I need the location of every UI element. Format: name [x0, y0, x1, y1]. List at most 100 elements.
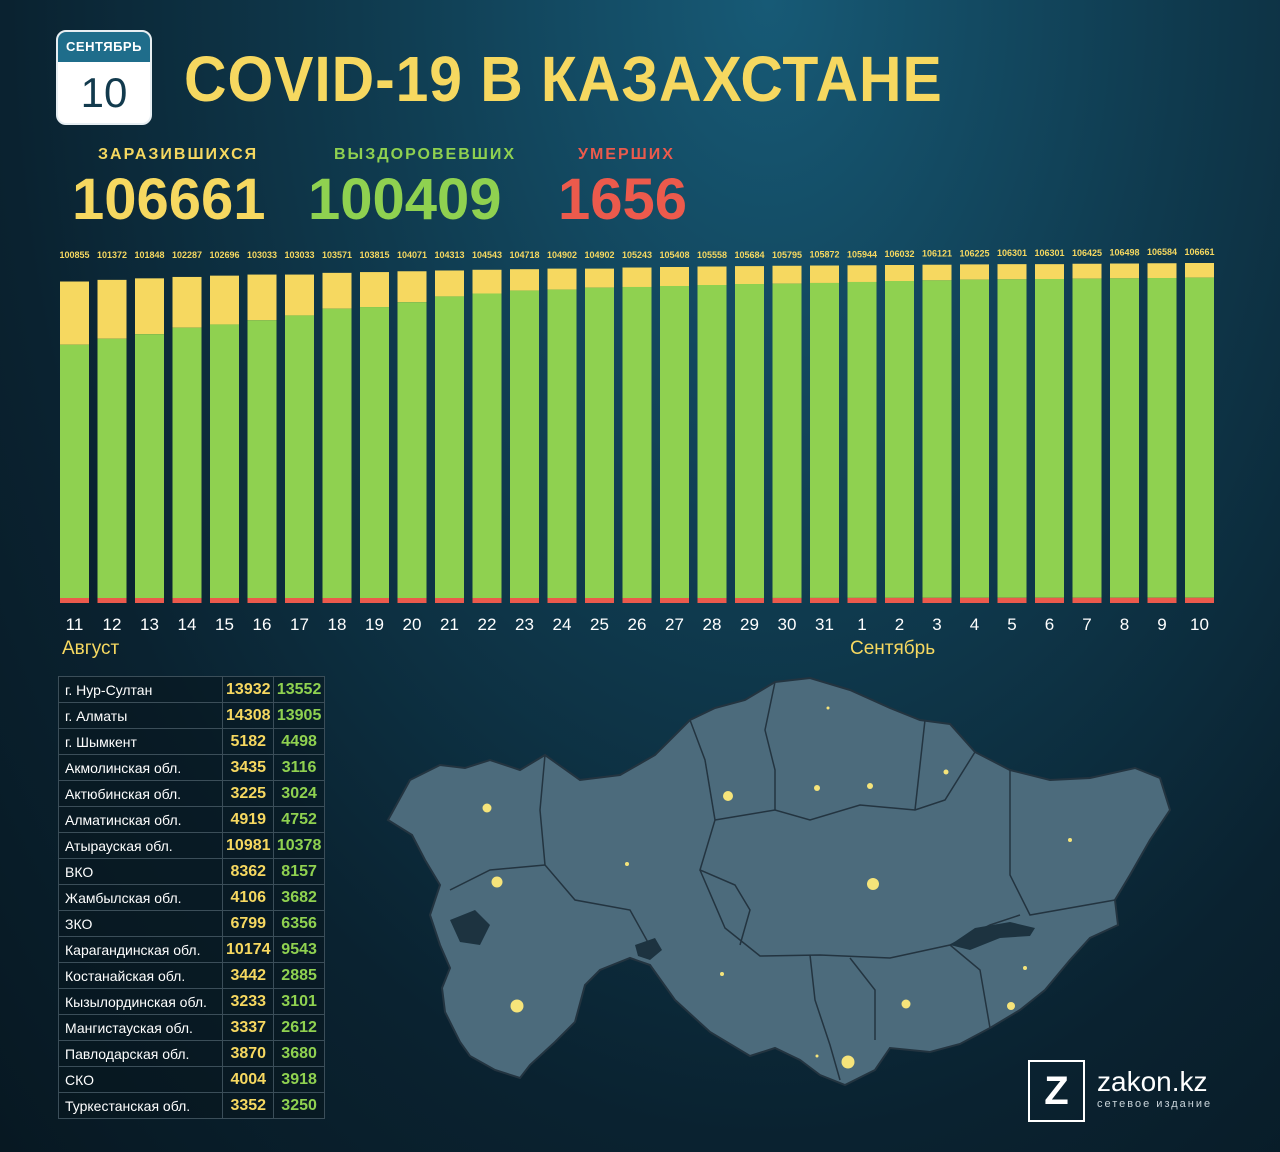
region-infected: 13932 [222, 676, 275, 703]
x-tick-label: 18 [328, 615, 347, 634]
bar-active [1110, 263, 1139, 279]
city-dot [1023, 966, 1027, 970]
region-name: Павлодарская обл. [57, 1040, 224, 1067]
bar-chart: 1008551110137212101848131022871410269615… [59, 247, 1214, 634]
region-recovered: 3918 [273, 1066, 325, 1093]
x-tick-label: 1 [857, 615, 866, 634]
bar-active [997, 264, 1027, 280]
bar-active [397, 271, 427, 303]
bar-deaths [510, 598, 539, 603]
x-tick-label: 5 [1007, 615, 1016, 634]
bar-active [172, 276, 202, 328]
bar-deaths [60, 598, 89, 603]
city-dot [482, 803, 492, 813]
city-dot [867, 783, 873, 789]
bar-data-label: 106425 [1072, 248, 1102, 258]
region-name: ВКО [57, 858, 224, 885]
bar-data-label: 106301 [997, 248, 1027, 258]
table-row: Алматинская обл. 4919 4752 [57, 806, 325, 833]
bar-data-label: 104543 [472, 250, 502, 260]
city-dot [826, 706, 830, 710]
bar-data-label: 101372 [97, 250, 127, 260]
bar-data-label: 106498 [1109, 248, 1139, 258]
bar-recovered [660, 285, 689, 598]
region-recovered: 13905 [273, 702, 325, 729]
bar-data-label: 104902 [547, 250, 577, 260]
bar-active [360, 272, 389, 308]
bar-data-label: 103571 [322, 250, 352, 260]
x-tick-label: 13 [140, 615, 159, 634]
bar-recovered [60, 344, 89, 598]
bar-deaths [1035, 597, 1064, 603]
bar-recovered [1110, 278, 1139, 598]
table-row: Костанайская обл. 3442 2885 [57, 962, 325, 989]
x-tick-label: 3 [932, 615, 941, 634]
bar-recovered [697, 285, 727, 598]
bar-data-label: 105872 [809, 250, 839, 260]
region-name: Алматинская обл. [57, 806, 224, 833]
bar-data-label: 103033 [247, 250, 277, 260]
bar-active [1147, 263, 1177, 279]
x-tick-label: 15 [215, 615, 234, 634]
bar-deaths [1110, 597, 1139, 603]
region-infected: 3337 [222, 1014, 275, 1041]
bar-active [810, 265, 839, 283]
bar-recovered [772, 283, 802, 598]
x-tick-label: 29 [740, 615, 759, 634]
bar-deaths [210, 598, 239, 603]
bar-recovered [922, 280, 952, 598]
region-infected: 3870 [222, 1040, 275, 1067]
kazakhstan-map [386, 676, 1172, 1087]
bar-active [435, 270, 464, 297]
x-tick-label: 8 [1120, 615, 1129, 634]
bar-recovered [397, 302, 427, 598]
bar-recovered [847, 281, 877, 598]
region-recovered: 3682 [273, 884, 325, 911]
region-name: Карагандинская обл. [57, 936, 224, 963]
bar-data-label: 105944 [847, 249, 877, 259]
bar-deaths [97, 598, 127, 603]
logo-mark: Z [1028, 1060, 1085, 1122]
region-infected: 3225 [222, 780, 275, 807]
bar-deaths [1185, 597, 1214, 603]
bar-recovered [1072, 278, 1102, 598]
x-tick-label: 17 [290, 615, 309, 634]
bar-recovered [1147, 278, 1177, 598]
bar-active [210, 275, 239, 325]
bar-recovered [885, 281, 914, 598]
x-tick-label: 22 [478, 615, 497, 634]
border-line-6 [914, 719, 926, 811]
logo-subtitle: сетевое издание [1097, 1098, 1213, 1110]
lake-balkhash [950, 922, 1035, 950]
deaths-value: 1656 [558, 167, 688, 232]
region-infected: 6799 [222, 910, 275, 937]
x-tick-label: 7 [1082, 615, 1091, 634]
caspian-coast [450, 910, 490, 945]
border-line-11 [949, 944, 991, 1029]
x-tick-label: 24 [553, 615, 572, 634]
bar-active [1185, 263, 1214, 278]
region-name: Жамбылская обл. [57, 884, 224, 911]
bar-recovered [1035, 278, 1064, 598]
table-row: СКО 4004 3918 [57, 1066, 325, 1093]
aral-sea [635, 938, 662, 960]
bar-data-label: 104902 [584, 250, 614, 260]
bar-deaths [960, 597, 989, 603]
bar-active [322, 272, 352, 309]
x-tick-label: 27 [665, 615, 684, 634]
border-line-2 [449, 864, 546, 891]
region-recovered: 8157 [273, 858, 325, 885]
city-dot [1068, 838, 1072, 842]
recovered-label: ВЫЗДОРОВЕВШИХ [334, 146, 517, 163]
bar-active [1072, 263, 1102, 279]
city-dot [625, 862, 629, 866]
table-row: Карагандинская обл. 10174 9543 [57, 936, 325, 963]
bar-data-label: 103815 [359, 250, 389, 260]
x-tick-label: 21 [440, 615, 459, 634]
region-infected: 3442 [222, 962, 275, 989]
infected-value: 106661 [72, 167, 266, 232]
region-recovered: 6356 [273, 910, 325, 937]
bar-recovered [510, 290, 539, 598]
badge-day: 10 [80, 69, 128, 116]
city-dot [510, 999, 524, 1013]
